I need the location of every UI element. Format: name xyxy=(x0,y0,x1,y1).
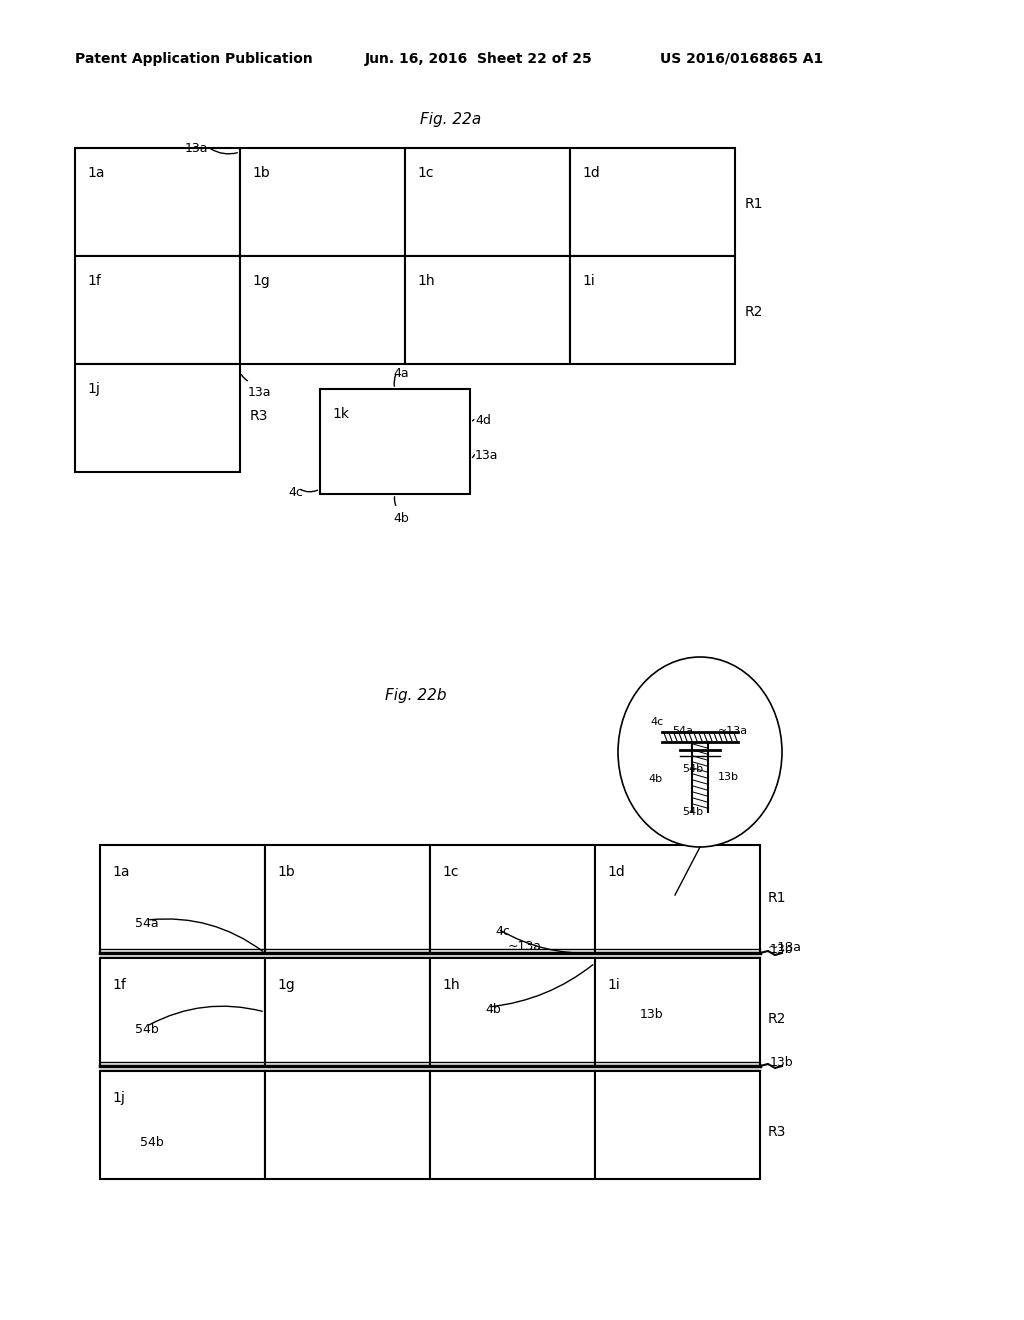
Bar xyxy=(265,845,430,953)
Text: Jun. 16, 2016  Sheet 22 of 25: Jun. 16, 2016 Sheet 22 of 25 xyxy=(365,51,593,66)
Text: 54b: 54b xyxy=(135,1023,159,1036)
Text: 1j: 1j xyxy=(112,1092,125,1105)
Text: R3: R3 xyxy=(768,1125,786,1139)
Text: 13a: 13a xyxy=(185,143,209,154)
Text: R1: R1 xyxy=(768,891,786,906)
Text: 1i: 1i xyxy=(607,978,620,993)
Text: 1g: 1g xyxy=(278,978,295,993)
Text: 1i: 1i xyxy=(582,275,595,288)
Text: R3: R3 xyxy=(250,409,268,422)
Ellipse shape xyxy=(618,657,782,847)
Bar xyxy=(265,958,430,1067)
Text: ~13a: ~13a xyxy=(768,941,802,954)
Bar xyxy=(595,845,760,953)
Bar xyxy=(319,389,470,494)
Text: 4b: 4b xyxy=(393,512,409,525)
Text: 13b: 13b xyxy=(640,1008,664,1020)
Text: 1a: 1a xyxy=(112,865,129,879)
Bar xyxy=(75,364,240,473)
Bar xyxy=(430,958,595,1067)
Bar xyxy=(265,1071,430,1179)
Text: ~13a: ~13a xyxy=(718,726,749,737)
Text: 1g: 1g xyxy=(252,275,269,288)
Text: Fig. 22b: Fig. 22b xyxy=(385,688,446,704)
Text: 13b: 13b xyxy=(718,772,739,781)
Text: 1k: 1k xyxy=(332,407,349,421)
Text: 54b: 54b xyxy=(682,807,703,817)
Text: 54b: 54b xyxy=(140,1137,164,1148)
Bar xyxy=(406,148,570,256)
Text: 13b: 13b xyxy=(770,942,794,956)
Bar xyxy=(595,958,760,1067)
Text: R2: R2 xyxy=(768,1012,786,1026)
Bar xyxy=(430,845,595,953)
Text: 1h: 1h xyxy=(417,275,434,288)
Text: 4d: 4d xyxy=(475,414,490,426)
Text: 1a: 1a xyxy=(87,166,104,180)
Text: 54a: 54a xyxy=(672,726,693,737)
Text: 1f: 1f xyxy=(87,275,101,288)
Text: 13b: 13b xyxy=(770,1056,794,1069)
Bar xyxy=(430,1071,595,1179)
Bar xyxy=(570,148,735,256)
Bar xyxy=(100,1071,265,1179)
Text: 1d: 1d xyxy=(582,166,600,180)
Text: 1b: 1b xyxy=(252,166,269,180)
Text: 13a: 13a xyxy=(475,449,499,462)
Text: 1d: 1d xyxy=(607,865,625,879)
Text: 4b: 4b xyxy=(648,774,663,784)
Text: 4a: 4a xyxy=(393,367,409,380)
Text: R1: R1 xyxy=(745,197,764,211)
Text: 54a: 54a xyxy=(135,917,159,931)
Bar xyxy=(240,148,406,256)
Text: 54b: 54b xyxy=(682,764,703,774)
Text: R2: R2 xyxy=(745,305,763,319)
Text: 4c: 4c xyxy=(650,717,664,727)
Text: Patent Application Publication: Patent Application Publication xyxy=(75,51,312,66)
Text: US 2016/0168865 A1: US 2016/0168865 A1 xyxy=(660,51,823,66)
Bar xyxy=(75,148,240,256)
Text: 13a: 13a xyxy=(248,385,271,399)
Bar xyxy=(570,256,735,364)
Text: 1b: 1b xyxy=(278,865,295,879)
Text: Fig. 22a: Fig. 22a xyxy=(420,112,481,127)
Text: 1c: 1c xyxy=(442,865,459,879)
Text: 1c: 1c xyxy=(417,166,433,180)
Text: 1h: 1h xyxy=(442,978,460,993)
Bar xyxy=(595,1071,760,1179)
Bar xyxy=(100,845,265,953)
Text: 1f: 1f xyxy=(112,978,126,993)
Text: 4c: 4c xyxy=(495,925,510,939)
Bar xyxy=(75,256,240,364)
Text: 4c: 4c xyxy=(288,486,303,499)
Bar xyxy=(240,256,406,364)
Text: ~13a: ~13a xyxy=(508,940,542,953)
Bar xyxy=(100,958,265,1067)
Text: 4b: 4b xyxy=(485,1003,501,1016)
Text: 1j: 1j xyxy=(87,381,100,396)
Bar xyxy=(406,256,570,364)
